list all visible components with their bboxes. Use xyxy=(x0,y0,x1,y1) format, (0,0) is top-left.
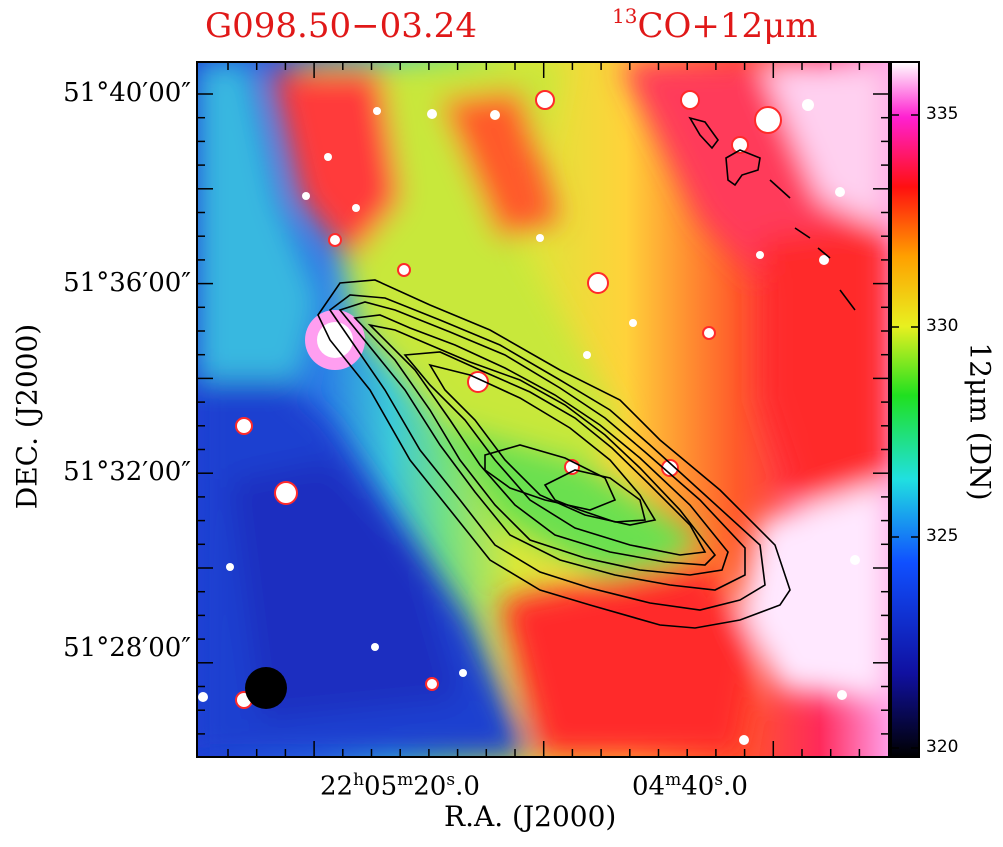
x-tick-seconds: 40 xyxy=(681,771,715,802)
colorbar xyxy=(890,61,920,758)
y-axis-label: DEC. (J2000) xyxy=(10,323,44,510)
colorbar-ticks xyxy=(891,114,919,749)
x-axis-label: R.A. (J2000) xyxy=(444,800,617,833)
x-tick-seconds: 20 xyxy=(413,771,447,802)
colorbar-label: 12μm (DN) xyxy=(963,342,997,501)
chart-title-right: 13CO+12μm xyxy=(612,4,818,46)
colorbar-tick-label: 335 xyxy=(926,104,959,124)
x-tick-hours: 22 xyxy=(320,771,354,802)
chart-title-left: G098.50−03.24 xyxy=(205,6,477,46)
y-tick-label: 51°28′00″ xyxy=(63,633,191,663)
x-tick-minutes: 04 xyxy=(632,771,666,802)
tick-marks xyxy=(197,62,889,757)
x-tick-minutes: 05 xyxy=(364,771,398,802)
y-tick-label: 51°36′00″ xyxy=(63,268,191,298)
co-contours xyxy=(317,116,856,629)
title-text: CO+12μm xyxy=(637,6,818,46)
x-tick-label: 22h05m20s.0 xyxy=(320,770,480,802)
colorbar-tick-label: 325 xyxy=(926,526,959,546)
title-superscript: 13 xyxy=(612,4,638,28)
colorbar-tick-label: 320 xyxy=(926,737,959,757)
heatmap-image xyxy=(197,62,889,757)
y-tick-label: 51°40′00″ xyxy=(63,78,191,108)
x-tick-fraction: 0 xyxy=(731,771,748,802)
x-tick-label: 04m40s.0 xyxy=(632,770,748,802)
y-tick-label: 51°32′00″ xyxy=(63,457,191,487)
x-tick-fraction: 0 xyxy=(463,771,480,802)
colorbar-tick-label: 330 xyxy=(926,316,959,336)
beam-circle xyxy=(245,667,287,709)
